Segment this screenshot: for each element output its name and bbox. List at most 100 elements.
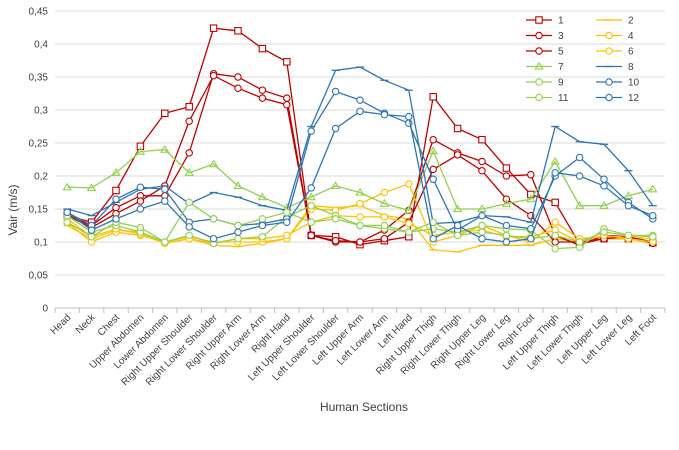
- data-point: [161, 185, 169, 193]
- data-point: [575, 172, 584, 180]
- data-point: [648, 184, 658, 193]
- data-point: [478, 228, 486, 236]
- data-point: [551, 231, 559, 240]
- data-point: [429, 135, 437, 144]
- data-point: [429, 93, 437, 101]
- data-point: [161, 197, 169, 205]
- data-point: [356, 221, 364, 230]
- data-point: [551, 168, 559, 177]
- series-line: [67, 27, 653, 246]
- legend-item-10: 10: [596, 78, 640, 89]
- legend-item-6: 6: [596, 47, 634, 58]
- data-point: [283, 218, 291, 226]
- data-point: [534, 61, 544, 70]
- y-tick-label: 0,1: [34, 238, 48, 249]
- data-point: [356, 96, 364, 104]
- data-point: [380, 234, 389, 243]
- y-tick-label: 0,3: [34, 106, 48, 117]
- data-point: [535, 16, 543, 24]
- data-point: [600, 228, 608, 236]
- data-point: [307, 218, 315, 226]
- data-point: [307, 184, 315, 192]
- data-point: [600, 175, 608, 184]
- data-point: [185, 198, 193, 207]
- data-point: [306, 192, 316, 201]
- data-point: [258, 44, 267, 53]
- y-axis-label: Vair (m/s): [6, 184, 20, 235]
- legend-item-7: 7: [526, 61, 564, 73]
- data-point: [453, 151, 462, 159]
- data-point: [111, 168, 121, 176]
- data-point: [575, 153, 584, 162]
- data-point: [331, 236, 340, 245]
- data-point: [428, 146, 438, 155]
- legend-label: 12: [628, 93, 640, 104]
- data-point: [185, 223, 193, 231]
- data-point: [478, 135, 486, 144]
- legend-item-11: 11: [526, 93, 569, 104]
- data-point: [283, 58, 291, 66]
- data-point: [185, 102, 193, 111]
- data-point: [307, 201, 315, 210]
- data-point: [356, 199, 364, 208]
- data-point: [600, 182, 608, 190]
- data-point: [380, 110, 389, 119]
- data-point: [379, 199, 390, 207]
- data-point: [452, 204, 463, 213]
- data-point: [502, 231, 511, 240]
- legend-item-4: 4: [596, 31, 634, 42]
- data-point: [550, 156, 560, 165]
- legend-label: 6: [628, 47, 634, 58]
- data-point: [623, 191, 634, 199]
- data-point: [185, 117, 193, 125]
- legend-label: 5: [558, 47, 564, 58]
- legend-label: 9: [558, 78, 564, 89]
- legend-item-2: 2: [596, 16, 634, 27]
- data-point: [405, 112, 413, 121]
- data-point: [551, 238, 559, 246]
- data-point: [161, 238, 169, 246]
- data-point: [136, 223, 145, 232]
- data-point: [234, 221, 242, 230]
- data-point: [208, 159, 219, 168]
- data-point: [527, 170, 535, 179]
- data-point: [478, 211, 486, 220]
- data-point: [478, 157, 486, 166]
- data-point: [649, 232, 657, 241]
- data-point: [331, 124, 340, 133]
- data-point: [258, 232, 267, 241]
- legend-label: 4: [628, 31, 634, 42]
- data-point: [605, 78, 613, 86]
- data-point: [331, 215, 340, 223]
- legend-item-9: 9: [526, 78, 564, 89]
- data-point: [356, 238, 364, 246]
- data-point: [257, 192, 268, 201]
- data-point: [404, 205, 414, 214]
- data-point: [209, 71, 218, 80]
- data-point: [356, 213, 364, 221]
- data-point: [478, 221, 486, 230]
- series-group: [62, 24, 658, 253]
- data-point: [477, 204, 487, 213]
- y-tick-label: 0,35: [29, 73, 49, 84]
- data-point: [258, 94, 267, 102]
- legend-item-5: 5: [526, 47, 564, 58]
- data-point: [86, 183, 97, 192]
- data-point: [405, 228, 413, 236]
- y-tick-label: 0: [42, 304, 48, 315]
- data-point: [429, 175, 437, 184]
- data-point: [605, 93, 613, 102]
- data-point: [429, 165, 437, 174]
- data-point: [605, 31, 613, 40]
- data-point: [62, 182, 72, 191]
- data-point: [283, 208, 291, 217]
- legend-item-8: 8: [596, 62, 634, 73]
- legend-item-3: 3: [526, 31, 564, 42]
- legend-label: 3: [558, 31, 564, 42]
- data-point: [405, 219, 413, 228]
- y-tick-label: 0,05: [29, 271, 49, 282]
- legend-item-1: 1: [526, 16, 564, 27]
- data-point: [234, 27, 242, 35]
